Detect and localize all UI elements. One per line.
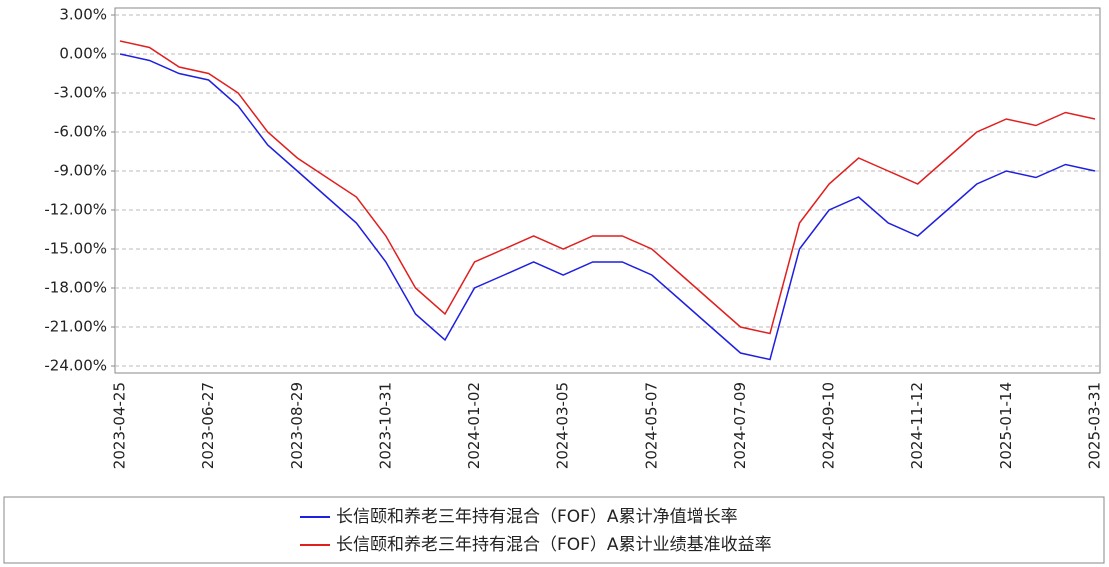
y-tick-label: -3.00% <box>54 84 107 102</box>
y-tick-label: 0.00% <box>59 45 107 63</box>
y-tick-label: 3.00% <box>59 6 107 24</box>
x-tick-label: 2024-07-09 <box>731 382 749 469</box>
y-tick-label: -21.00% <box>44 318 107 336</box>
y-tick-label: -18.00% <box>44 279 107 297</box>
y-tick-label: -6.00% <box>54 123 107 141</box>
x-tick-label: 2024-01-02 <box>465 382 483 469</box>
y-tick-label: -12.00% <box>44 201 107 219</box>
x-tick-label: 2024-11-12 <box>908 382 926 469</box>
x-tick-label: 2025-01-14 <box>997 382 1015 469</box>
background <box>0 0 1109 567</box>
y-tick-label: -15.00% <box>44 240 107 258</box>
legend-label: 长信颐和养老三年持有混合（FOF）A累计业绩基准收益率 <box>336 535 772 555</box>
x-tick-label: 2024-03-05 <box>554 382 572 469</box>
chart: 3.00% 0.00% -3.00% -6.00% -9.00% -12.00% -15.0… <box>0 0 1109 567</box>
y-tick-label: -9.00% <box>54 162 107 180</box>
x-tick-label: 2024-09-10 <box>820 382 838 469</box>
x-tick-label: 2024-05-07 <box>642 382 660 469</box>
x-tick-label: 2025-03-31 <box>1086 382 1104 469</box>
x-tick-label: 2023-08-29 <box>288 382 306 469</box>
x-tick-label: 2023-04-25 <box>111 382 129 469</box>
legend-label: 长信颐和养老三年持有混合（FOF）A累计净值增长率 <box>336 507 738 527</box>
x-tick-label: 2023-10-31 <box>376 382 394 469</box>
x-tick-label: 2023-06-27 <box>199 382 217 469</box>
y-tick-label: -24.00% <box>44 357 107 375</box>
